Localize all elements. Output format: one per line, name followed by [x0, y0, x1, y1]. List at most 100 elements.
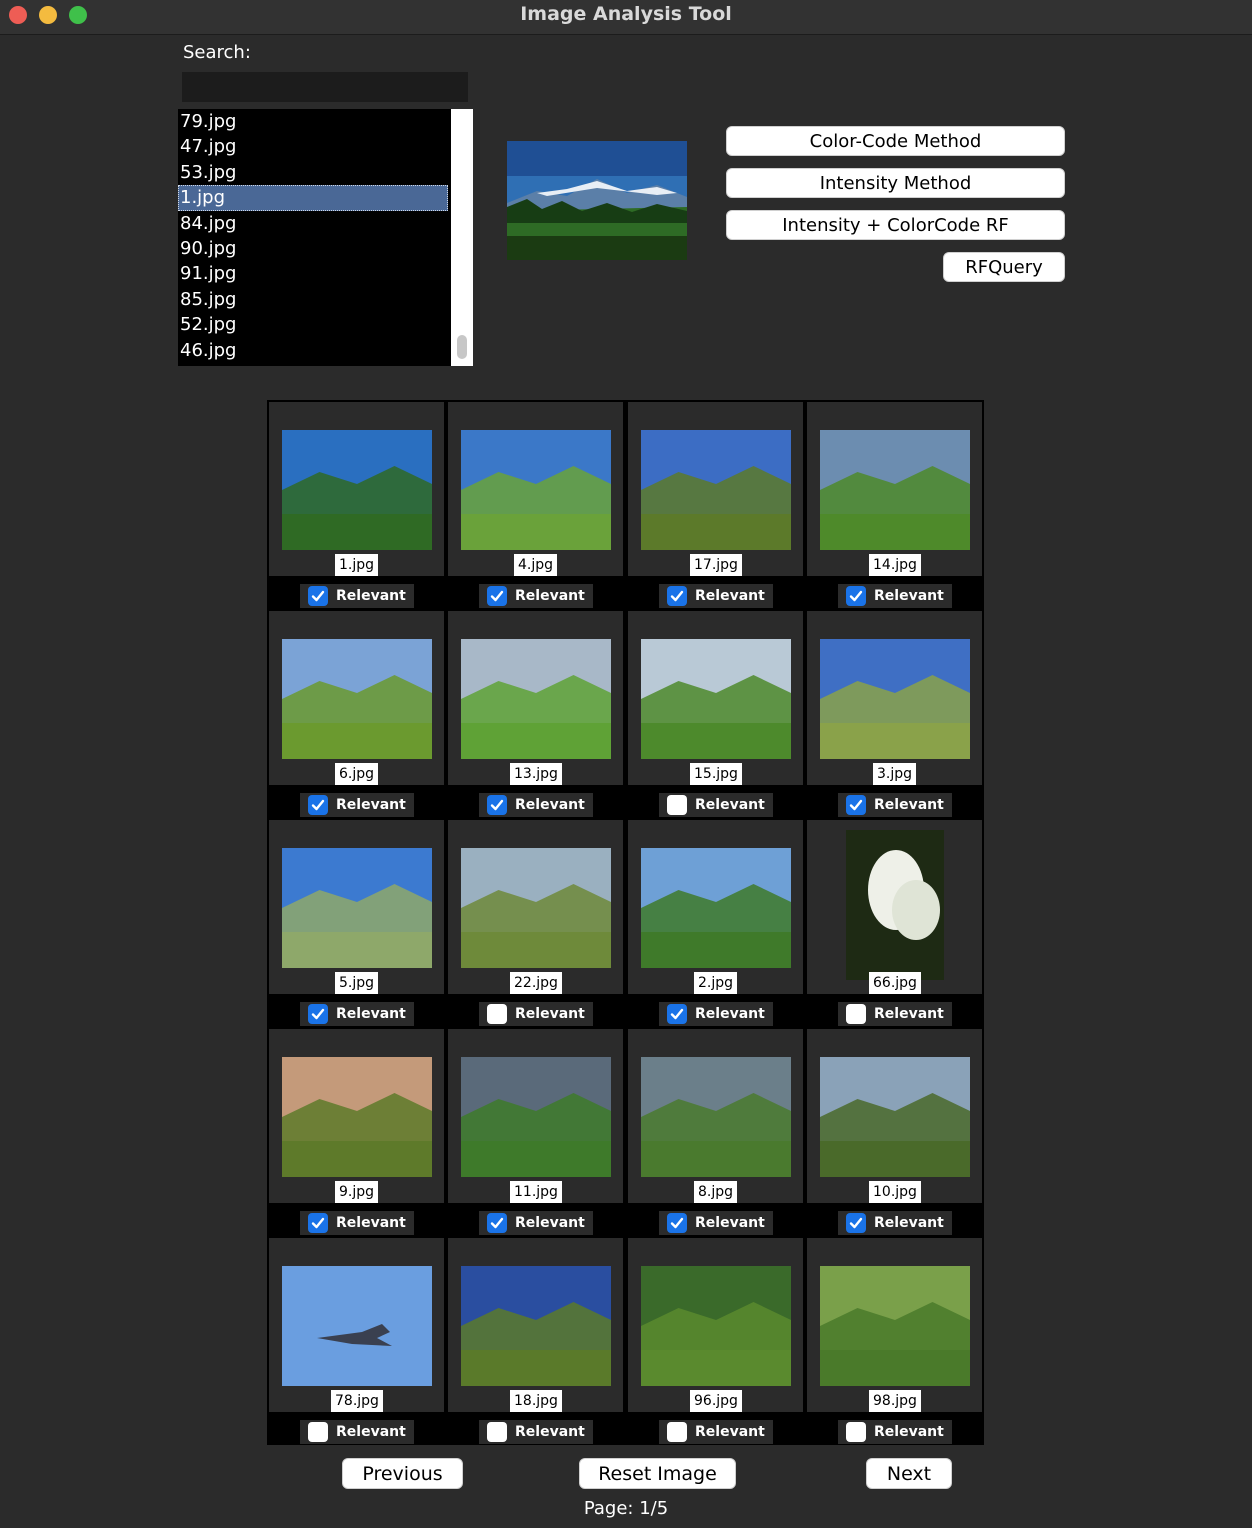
result-cell: 78.jpg Relevant — [269, 1238, 444, 1445]
checkbox-checked-icon[interactable] — [846, 1213, 866, 1233]
checkbox-checked-icon[interactable] — [308, 1004, 328, 1024]
relevant-checkbox[interactable]: Relevant — [300, 1420, 414, 1444]
result-filename: 78.jpg — [331, 1390, 383, 1412]
checkbox-checked-icon[interactable] — [487, 795, 507, 815]
reset-image-button[interactable]: Reset Image — [579, 1458, 736, 1489]
relevant-checkbox[interactable]: Relevant — [300, 1002, 414, 1026]
checkbox-checked-icon[interactable] — [308, 586, 328, 606]
file-list-item[interactable]: 47.jpg — [180, 136, 237, 158]
relevant-checkbox[interactable]: Relevant — [300, 1211, 414, 1235]
file-list[interactable]: 79.jpg 47.jpg 53.jpg 1.jpg 84.jpg 90.jpg 91.jp… — [178, 109, 473, 366]
color-code-method-button[interactable]: Color-Code Method — [726, 126, 1065, 156]
close-window-button[interactable] — [9, 6, 27, 24]
result-thumbnail[interactable] — [641, 1057, 791, 1177]
relevant-label: Relevant — [874, 1006, 944, 1022]
result-thumbnail[interactable] — [282, 1266, 432, 1386]
relevant-checkbox[interactable]: Relevant — [838, 1211, 952, 1235]
relevant-checkbox[interactable]: Relevant — [838, 584, 952, 608]
checkbox-checked-icon[interactable] — [487, 1213, 507, 1233]
checkbox-empty-icon[interactable] — [308, 1422, 328, 1442]
file-list-item[interactable]: 46.jpg — [180, 339, 237, 361]
file-list-scrollbar[interactable] — [451, 109, 473, 366]
file-list-item[interactable]: 90.jpg — [180, 237, 237, 259]
result-thumbnail[interactable] — [461, 1266, 611, 1386]
result-thumbnail[interactable] — [820, 639, 970, 759]
file-list-item[interactable]: 84.jpg — [180, 212, 237, 234]
result-cell: 3.jpg Relevant — [807, 611, 982, 818]
result-thumbnail[interactable] — [641, 848, 791, 968]
checkbox-checked-icon[interactable] — [667, 1213, 687, 1233]
checkbox-checked-icon[interactable] — [846, 795, 866, 815]
result-cell: 22.jpg Relevant — [448, 820, 623, 1027]
result-thumbnail[interactable] — [282, 639, 432, 759]
relevant-label: Relevant — [874, 1215, 944, 1231]
result-thumbnail[interactable] — [461, 1057, 611, 1177]
checkbox-empty-icon[interactable] — [667, 795, 687, 815]
checkbox-checked-icon[interactable] — [308, 795, 328, 815]
file-list-item[interactable]: 79.jpg — [180, 111, 237, 132]
checkbox-checked-icon[interactable] — [667, 1004, 687, 1024]
checkbox-empty-icon[interactable] — [667, 1422, 687, 1442]
scrollbar-thumb[interactable] — [457, 335, 467, 359]
relevant-checkbox[interactable]: Relevant — [479, 584, 593, 608]
next-button[interactable]: Next — [866, 1458, 952, 1489]
result-thumbnail[interactable] — [641, 1266, 791, 1386]
relevant-label: Relevant — [515, 588, 585, 604]
checkbox-empty-icon[interactable] — [487, 1004, 507, 1024]
relevant-label: Relevant — [336, 588, 406, 604]
checkbox-checked-icon[interactable] — [308, 1213, 328, 1233]
checkbox-checked-icon[interactable] — [487, 586, 507, 606]
rfquery-button[interactable]: RFQuery — [943, 252, 1065, 282]
file-list-item[interactable]: 1.jpg — [178, 185, 448, 211]
result-filename: 15.jpg — [690, 763, 742, 785]
result-thumbnail[interactable] — [820, 1057, 970, 1177]
result-thumbnail[interactable] — [282, 848, 432, 968]
result-thumbnail[interactable] — [282, 430, 432, 550]
relevant-checkbox[interactable]: Relevant — [300, 793, 414, 817]
result-thumbnail[interactable] — [641, 430, 791, 550]
relevant-label: Relevant — [695, 797, 765, 813]
relevant-label: Relevant — [515, 797, 585, 813]
result-cell-panel: 18.jpg — [448, 1238, 623, 1412]
result-thumbnail[interactable] — [820, 430, 970, 550]
relevant-checkbox[interactable]: Relevant — [659, 584, 773, 608]
result-cell-panel: 66.jpg — [807, 820, 982, 994]
result-thumbnail[interactable] — [820, 1266, 970, 1386]
previous-button[interactable]: Previous — [342, 1458, 463, 1489]
relevant-checkbox[interactable]: Relevant — [659, 793, 773, 817]
relevant-checkbox[interactable]: Relevant — [659, 1211, 773, 1235]
result-filename: 11.jpg — [510, 1181, 562, 1203]
file-list-item[interactable]: 91.jpg — [180, 263, 237, 285]
result-cell: 14.jpg Relevant — [807, 402, 982, 609]
file-list-item[interactable]: 53.jpg — [180, 161, 237, 183]
search-input[interactable] — [182, 72, 468, 102]
relevant-checkbox[interactable]: Relevant — [838, 1420, 952, 1444]
checkbox-empty-icon[interactable] — [846, 1422, 866, 1442]
intensity-colorcode-rf-button[interactable]: Intensity + ColorCode RF — [726, 210, 1065, 240]
checkbox-empty-icon[interactable] — [846, 1004, 866, 1024]
result-thumbnail[interactable] — [461, 639, 611, 759]
file-list-item[interactable]: 85.jpg — [180, 288, 237, 310]
relevant-checkbox[interactable]: Relevant — [300, 584, 414, 608]
result-thumbnail[interactable] — [846, 830, 944, 980]
relevant-checkbox[interactable]: Relevant — [659, 1002, 773, 1026]
relevant-checkbox[interactable]: Relevant — [838, 793, 952, 817]
intensity-method-button[interactable]: Intensity Method — [726, 168, 1065, 198]
result-thumbnail[interactable] — [461, 848, 611, 968]
file-list-item[interactable]: 52.jpg — [180, 314, 237, 336]
checkbox-checked-icon[interactable] — [667, 586, 687, 606]
minimize-window-button[interactable] — [39, 6, 57, 24]
relevant-checkbox[interactable]: Relevant — [479, 1420, 593, 1444]
result-thumbnail[interactable] — [641, 639, 791, 759]
relevant-checkbox[interactable]: Relevant — [479, 793, 593, 817]
relevant-checkbox[interactable]: Relevant — [479, 1002, 593, 1026]
result-thumbnail[interactable] — [461, 430, 611, 550]
relevant-checkbox[interactable]: Relevant — [479, 1211, 593, 1235]
relevant-checkbox[interactable]: Relevant — [838, 1002, 952, 1026]
checkbox-checked-icon[interactable] — [846, 586, 866, 606]
relevant-label: Relevant — [515, 1424, 585, 1440]
checkbox-empty-icon[interactable] — [487, 1422, 507, 1442]
result-thumbnail[interactable] — [282, 1057, 432, 1177]
relevant-checkbox[interactable]: Relevant — [659, 1420, 773, 1444]
maximize-window-button[interactable] — [69, 6, 87, 24]
